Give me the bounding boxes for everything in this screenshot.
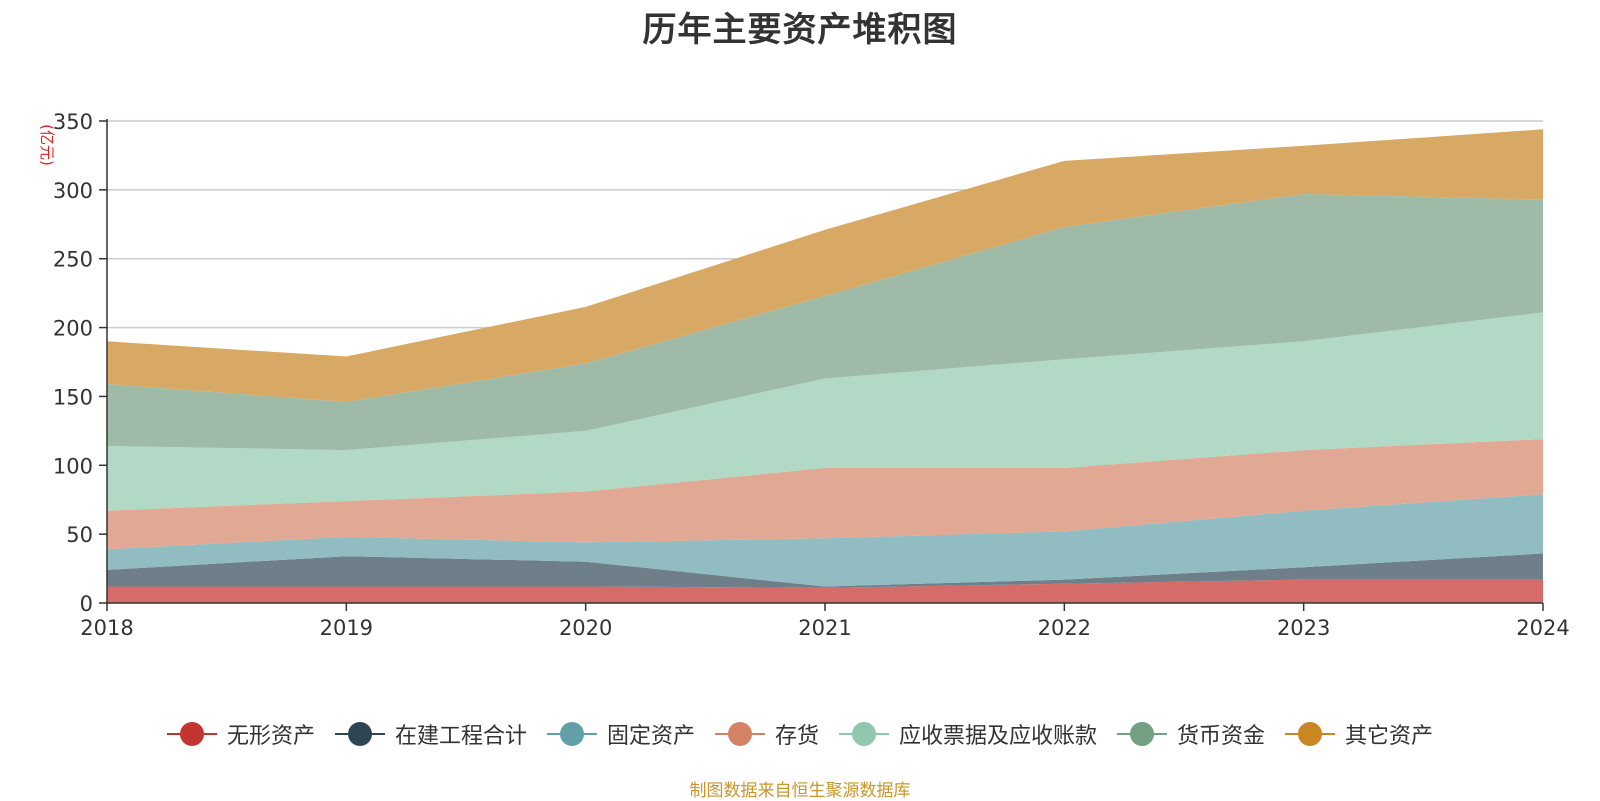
- y-tick-label: 200: [53, 317, 93, 341]
- legend-marker-icon: [839, 722, 889, 746]
- legend-item-6[interactable]: 货币资金: [1117, 718, 1265, 750]
- y-tick-label: 150: [53, 385, 93, 409]
- area-series-3[interactable]: [107, 494, 1543, 587]
- legend-item-3[interactable]: 固定资产: [546, 718, 695, 750]
- legend-label: 应收票据及应收账款: [899, 724, 1098, 749]
- legend-item-5[interactable]: 应收票据及应收账款: [839, 718, 1097, 750]
- legend-label: 其它资产: [1345, 724, 1434, 749]
- legend-marker-icon: [166, 722, 217, 746]
- y-tick-label: 350: [53, 110, 93, 134]
- y-tick-label: 250: [53, 248, 93, 272]
- legend-label: 无形资产: [226, 724, 315, 749]
- legend-label: 固定资产: [606, 724, 695, 749]
- y-tick-label: 50: [66, 523, 93, 547]
- x-tick-label: 2019: [320, 616, 373, 640]
- area-series-2[interactable]: [107, 553, 1543, 588]
- legend-item-4[interactable]: 存货: [714, 718, 819, 750]
- y-unit-label: (亿元): [38, 124, 56, 166]
- legend: 无形资产 在建工程合计 固定资产 存货 应收票据及应收账款 货币资金 其它资产: [0, 718, 1600, 750]
- y-tick-label: 100: [53, 454, 93, 478]
- x-tick-label: 2022: [1038, 616, 1091, 640]
- area-series-1[interactable]: [107, 579, 1543, 603]
- x-tick-label: 2018: [80, 616, 133, 640]
- area-series-4[interactable]: [107, 439, 1543, 550]
- legend-label: 存货: [774, 724, 819, 749]
- x-tick-label: 2021: [798, 616, 851, 640]
- legend-label: 在建工程合计: [394, 724, 527, 749]
- y-tick-label: 0: [80, 592, 93, 616]
- area-series-6[interactable]: [107, 194, 1543, 451]
- legend-marker-icon: [1285, 722, 1336, 746]
- x-tick-label: 2024: [1516, 616, 1569, 640]
- y-tick-label: 300: [53, 179, 93, 203]
- source-note: 制图数据来自恒生聚源数据库: [689, 781, 911, 801]
- legend-marker-icon: [714, 722, 765, 746]
- area-series-5[interactable]: [107, 312, 1543, 511]
- legend-item-7[interactable]: 其它资产: [1285, 718, 1433, 750]
- legend-label: 货币资金: [1177, 724, 1266, 749]
- legend-item-1[interactable]: 无形资产: [166, 718, 315, 750]
- x-tick-label: 2023: [1277, 616, 1330, 640]
- legend-marker-icon: [334, 722, 385, 746]
- legend-item-2[interactable]: 在建工程合计: [334, 718, 527, 750]
- chart-title: 历年主要资产堆积图: [642, 10, 958, 50]
- x-tick-label: 2020: [559, 616, 612, 640]
- area-series-7[interactable]: [107, 129, 1543, 402]
- legend-marker-icon: [546, 722, 597, 746]
- legend-marker-icon: [1117, 722, 1168, 746]
